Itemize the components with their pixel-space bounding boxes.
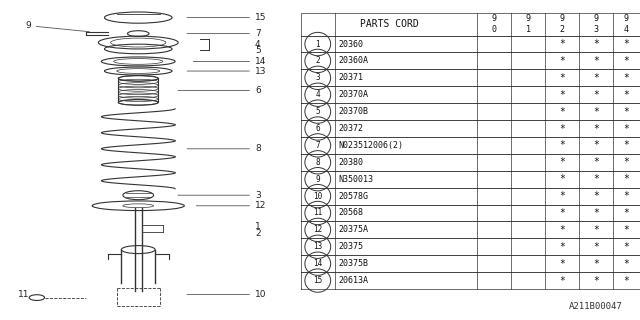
Text: 9
0: 9 0 [492, 14, 497, 34]
Text: 13: 13 [187, 67, 266, 76]
Text: 20371: 20371 [338, 73, 363, 82]
Text: *: * [559, 107, 565, 116]
Text: A211B00047: A211B00047 [570, 302, 623, 311]
Text: 5: 5 [316, 107, 320, 116]
Text: N023512006(2): N023512006(2) [338, 141, 403, 150]
Text: 11: 11 [313, 209, 323, 218]
Text: 3: 3 [316, 73, 320, 82]
Text: *: * [559, 191, 565, 201]
Text: *: * [593, 259, 599, 269]
Text: *: * [623, 225, 629, 235]
Text: *: * [593, 276, 599, 285]
Text: 9
4: 9 4 [624, 14, 629, 34]
Text: *: * [559, 124, 565, 133]
Text: 11: 11 [19, 290, 30, 299]
Text: 5: 5 [255, 46, 260, 55]
Text: *: * [623, 90, 629, 100]
Text: 9
3: 9 3 [593, 14, 598, 34]
Text: 7: 7 [187, 29, 260, 38]
Text: 4: 4 [255, 40, 260, 49]
Text: *: * [623, 242, 629, 252]
Text: *: * [593, 140, 599, 150]
Text: 9
2: 9 2 [559, 14, 564, 34]
Text: *: * [593, 191, 599, 201]
Text: *: * [623, 157, 629, 167]
Text: 20375A: 20375A [338, 225, 368, 234]
Text: *: * [593, 107, 599, 116]
Text: *: * [623, 73, 629, 83]
Text: 8: 8 [187, 144, 260, 153]
Text: 7: 7 [316, 141, 320, 150]
Text: *: * [593, 56, 599, 66]
Text: 20360: 20360 [338, 40, 363, 49]
Text: 3: 3 [178, 191, 260, 200]
Text: *: * [593, 73, 599, 83]
Text: *: * [559, 73, 565, 83]
Text: 1: 1 [316, 40, 320, 49]
Text: *: * [593, 124, 599, 133]
Text: 2: 2 [316, 56, 320, 65]
Text: 20370A: 20370A [338, 90, 368, 99]
Text: 9
1: 9 1 [525, 14, 531, 34]
Text: 15: 15 [313, 276, 323, 285]
Text: 10: 10 [313, 192, 323, 201]
Text: *: * [559, 276, 565, 285]
Text: *: * [623, 191, 629, 201]
Text: *: * [623, 124, 629, 133]
Text: 20370B: 20370B [338, 107, 368, 116]
Text: 20375: 20375 [338, 242, 363, 251]
Text: *: * [623, 174, 629, 184]
Text: 20380: 20380 [338, 158, 363, 167]
Text: 4: 4 [316, 90, 320, 99]
Text: *: * [623, 107, 629, 116]
Text: 20372: 20372 [338, 124, 363, 133]
Text: 20375B: 20375B [338, 259, 368, 268]
Text: *: * [593, 174, 599, 184]
Text: *: * [593, 242, 599, 252]
Text: 15: 15 [187, 13, 266, 22]
Text: 14: 14 [313, 259, 323, 268]
Text: *: * [593, 157, 599, 167]
Text: 8: 8 [316, 158, 320, 167]
Text: *: * [623, 140, 629, 150]
Text: *: * [559, 242, 565, 252]
Text: 9: 9 [316, 175, 320, 184]
Text: N350013: N350013 [338, 175, 373, 184]
Text: *: * [559, 259, 565, 269]
Text: 12: 12 [196, 201, 266, 210]
Text: 20568: 20568 [338, 209, 363, 218]
Text: *: * [623, 259, 629, 269]
Text: *: * [623, 39, 629, 49]
Text: 12: 12 [313, 225, 323, 234]
Text: *: * [593, 208, 599, 218]
Text: 20360A: 20360A [338, 56, 368, 65]
Text: *: * [623, 208, 629, 218]
Text: PARTS CORD: PARTS CORD [360, 19, 419, 29]
Text: *: * [559, 140, 565, 150]
Text: 10: 10 [187, 290, 266, 299]
Text: 20613A: 20613A [338, 276, 368, 285]
Text: *: * [559, 225, 565, 235]
Text: 1: 1 [255, 222, 260, 231]
Text: 6: 6 [178, 86, 260, 95]
Text: *: * [559, 90, 565, 100]
Text: 6: 6 [316, 124, 320, 133]
Text: *: * [623, 56, 629, 66]
Text: *: * [623, 276, 629, 285]
Text: *: * [559, 56, 565, 66]
Text: *: * [593, 90, 599, 100]
Text: 2: 2 [255, 229, 260, 238]
Text: 20578G: 20578G [338, 192, 368, 201]
Text: *: * [559, 39, 565, 49]
Text: 13: 13 [313, 242, 323, 251]
Text: 9: 9 [25, 21, 90, 32]
Text: *: * [559, 208, 565, 218]
Text: *: * [559, 174, 565, 184]
Text: *: * [559, 157, 565, 167]
Text: *: * [593, 225, 599, 235]
Text: *: * [593, 39, 599, 49]
Text: 14: 14 [193, 57, 266, 66]
